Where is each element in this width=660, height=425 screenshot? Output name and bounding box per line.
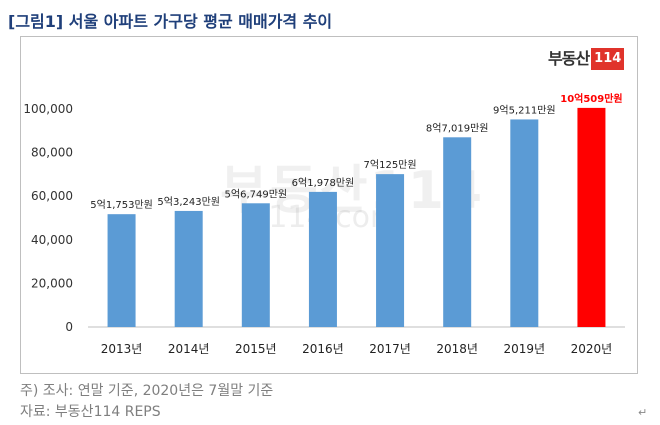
bar-2017년	[376, 174, 405, 327]
data-label: 5억6,749만원	[225, 188, 288, 200]
bar-2018년	[443, 137, 472, 327]
logo-number: 114	[591, 48, 625, 70]
y-tick-label: 80,000	[31, 146, 73, 160]
bar-2013년	[107, 214, 136, 327]
x-tick-label: 2016년	[302, 342, 344, 356]
x-tick-label: 2014년	[168, 342, 210, 356]
x-tick-label: 2019년	[504, 342, 546, 356]
bar-2014년	[174, 210, 203, 327]
data-label: 8억7,019만원	[426, 122, 489, 134]
footnote-survey: 주) 조사: 연말 기준, 2020년은 7월말 기준	[20, 383, 274, 399]
bar-2020년	[577, 107, 606, 327]
bar-2015년	[241, 203, 270, 327]
footnote-source: 자료: 부동산114 REPS	[20, 404, 161, 420]
bar-2019년	[510, 119, 539, 327]
data-label: 6억1,978만원	[292, 177, 355, 189]
y-tick-label: 20,000	[31, 276, 73, 290]
data-label: 5억3,243만원	[157, 196, 220, 208]
paragraph-mark: ↵	[638, 406, 648, 419]
x-tick-label: 2015년	[235, 342, 277, 356]
y-tick-label: 100,000	[23, 102, 73, 116]
x-tick-label: 2020년	[571, 342, 613, 356]
x-tick-label: 2017년	[369, 342, 411, 356]
x-tick-label: 2013년	[101, 342, 143, 356]
logo-text: 부동산	[548, 49, 590, 68]
bar-2016년	[308, 191, 337, 327]
data-label: 5억1,753만원	[90, 199, 153, 211]
x-tick-label: 2018년	[436, 342, 478, 356]
y-tick-label: 40,000	[31, 233, 73, 247]
brand-logo: 부동산 114	[548, 48, 625, 70]
figure-title: [그림1] 서울 아파트 가구당 평균 매매가격 추이	[8, 12, 333, 31]
data-label: 7억125만원	[364, 159, 417, 171]
data-label: 9억5,211만원	[493, 104, 556, 116]
y-tick-label: 0	[65, 320, 73, 334]
data-label: 10억509만원	[560, 92, 622, 105]
y-tick-label: 60,000	[31, 189, 73, 203]
